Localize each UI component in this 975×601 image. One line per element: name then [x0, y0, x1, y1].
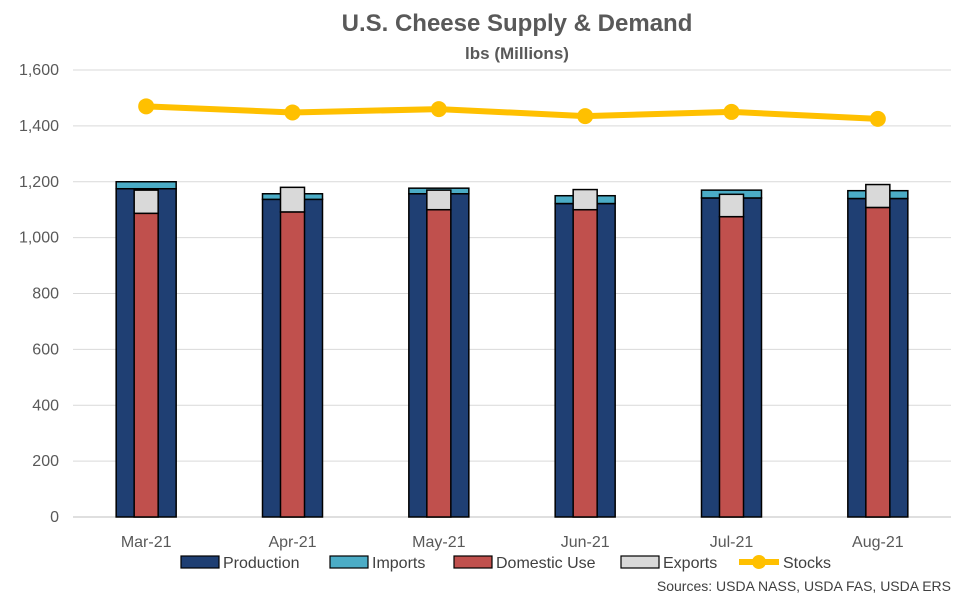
y-tick-label: 1,400 [19, 118, 59, 135]
stocks-point [870, 111, 886, 127]
x-tick-label: May-21 [412, 534, 465, 551]
chart-canvas: U.S. Cheese Supply & Demand lbs (Million… [0, 0, 975, 601]
legend-label: Domestic Use [496, 555, 596, 572]
legend-marker-stocks [752, 555, 766, 569]
bar-domestic-use [281, 212, 305, 517]
y-tick-label: 400 [32, 397, 59, 414]
source-note: Sources: USDA NASS, USDA FAS, USDA ERS [657, 578, 951, 594]
y-tick-label: 1,200 [19, 174, 59, 191]
stocks-point [431, 101, 447, 117]
bar-domestic-use [866, 207, 890, 517]
stocks-point [724, 104, 740, 120]
bar-domestic-use [134, 213, 158, 517]
y-tick-label: 600 [32, 341, 59, 358]
stocks-point [138, 98, 154, 114]
bar-exports [134, 190, 158, 213]
y-tick-label: 200 [32, 453, 59, 470]
y-tick-label: 800 [32, 286, 59, 303]
x-tick-label: Jun-21 [561, 534, 610, 551]
stocks-line [138, 98, 886, 127]
x-tick-label: Mar-21 [121, 534, 172, 551]
legend-label: Imports [372, 555, 425, 572]
bar-domestic-use [573, 210, 597, 517]
legend-swatch-exports [621, 556, 659, 568]
x-tick-label: Apr-21 [268, 534, 316, 551]
legend-label: Stocks [783, 555, 831, 572]
chart: U.S. Cheese Supply & Demand lbs (Million… [0, 0, 975, 601]
legend-swatch-domestic-use [454, 556, 492, 568]
bar-exports [866, 185, 890, 208]
legend-label: Production [223, 555, 300, 572]
chart-title: U.S. Cheese Supply & Demand [342, 10, 693, 37]
y-axis-ticks: 0 200 400 600 800 1,000 1,200 1,400 1,600 [19, 62, 59, 526]
y-tick-label: 1,000 [19, 230, 59, 247]
bar-exports [720, 194, 744, 216]
y-tick-label: 0 [50, 509, 59, 526]
x-tick-label: Jul-21 [710, 534, 754, 551]
bar-imports [116, 182, 176, 189]
stocks-point [285, 104, 301, 120]
bar-exports [427, 190, 451, 210]
stocks-line-path [146, 106, 878, 119]
legend-swatch-imports [330, 556, 368, 568]
x-tick-label: Aug-21 [852, 534, 904, 551]
legend-label: Exports [663, 555, 717, 572]
chart-subtitle: lbs (Millions) [465, 44, 569, 63]
legend: Production Imports Domestic Use Exports Stoc… [181, 555, 831, 572]
bar-domestic-use [720, 217, 744, 517]
bar-exports [573, 190, 597, 210]
legend-swatch-production [181, 556, 219, 568]
bar-domestic-use [427, 210, 451, 517]
y-tick-label: 1,600 [19, 62, 59, 79]
gridlines [73, 70, 951, 517]
stocks-point [577, 108, 593, 124]
x-axis-ticks: Mar-21 Apr-21 May-21 Jun-21 Jul-21 Aug-21 [121, 534, 904, 551]
bar-exports [281, 187, 305, 212]
